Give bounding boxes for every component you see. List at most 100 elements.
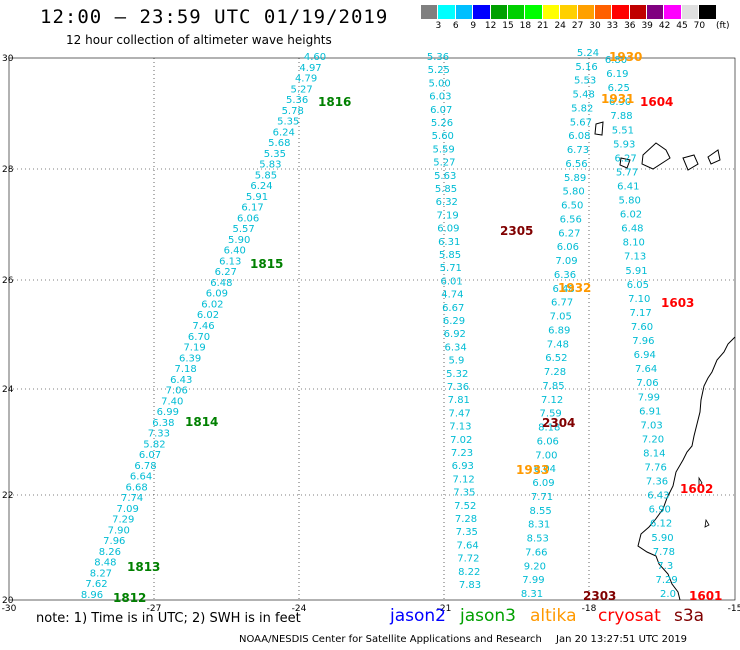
wave-height-value: 6.36 [554,270,576,281]
pass-time-label: 1813 [127,560,160,574]
wave-height-value: 7.60 [631,322,653,333]
timestamp: Jan 20 13:27:51 UTC 2019 [556,634,688,645]
coastline [698,476,703,487]
wave-height-value: 6.50 [561,201,583,212]
wave-height-value: 7.64 [456,540,478,551]
wave-height-value: 7.99 [638,392,660,403]
wave-height-value: 7.06 [166,386,188,397]
wave-height-value: 8.14 [643,448,665,459]
wave-height-value: 6.91 [639,406,661,417]
lon-tick-label: -30 [2,604,17,614]
color-legend-tick: 33 [606,21,619,31]
lat-tick-label: 26 [2,276,14,286]
wave-height-value: 5.27 [290,84,312,95]
color-swatch [525,5,543,19]
island-tenerife [641,142,671,170]
wave-height-value: 7.29 [655,575,677,586]
wave-height-value: 4.79 [295,74,317,85]
color-legend-tick: 3 [435,21,442,31]
wave-height-value: 6.01 [440,276,462,287]
wave-height-value: 6.93 [452,461,474,472]
wave-height-value: 7.13 [624,252,646,263]
color-legend-tick: 24 [554,21,566,31]
wave-height-value: 6.56 [560,214,582,225]
wave-height-value: 7.81 [448,395,470,406]
wave-height-value: 5.90 [651,533,673,544]
wave-height-value: 6.38 [152,418,174,429]
pass-time-label: 2305 [500,224,533,238]
wave-height-value: 5.26 [431,118,453,129]
wave-height-value: 6.78 [134,461,156,472]
wave-height-value: 6.32 [436,197,458,208]
wave-height-value: 7.64 [635,364,657,375]
wave-height-value: 7.85 [542,381,564,392]
color-legend-tick: 70 [693,21,706,31]
wave-height-value: 6.31 [438,237,460,248]
wave-height-value: 5.80 [619,196,641,207]
wave-height-value: 6.27 [215,267,237,278]
legend-jason3: jason3 [460,606,516,626]
wave-height-value: 7.12 [452,474,474,485]
color-swatch [647,5,665,19]
wave-height-value: 5.35 [264,149,286,160]
wave-height-value: 5.48 [573,90,595,101]
color-swatch [577,5,595,19]
wave-height-value: 6.40 [224,246,246,257]
color-legend-tick: 30 [589,21,601,31]
lon-tick-label: -27 [147,604,162,614]
wave-height-value: 7.09 [555,256,577,267]
pass-time-label: 1933 [516,463,549,477]
wave-height-value: 7.28 [544,367,566,378]
wave-height-value: 5.78 [282,106,304,117]
wave-height-value: 6.02 [197,310,219,321]
wave-height-value: 7.35 [453,488,475,499]
wave-height-value: 8.53 [527,534,549,545]
wave-height-value: 8.27 [90,568,112,579]
color-swatch [699,5,717,19]
wave-height-value: 7.48 [547,339,569,350]
wave-height-value: 5.32 [446,369,468,380]
lon-tick-label: -21 [437,604,452,614]
wave-height-value: 6.48 [552,284,574,295]
wave-height-value: 7.23 [451,448,473,459]
wave-height-value: 8.10 [623,238,645,249]
wave-height-value: 7.62 [85,579,107,590]
wave-height-value: 7.52 [454,501,476,512]
island-gran-canaria [682,154,699,171]
lon-tick-label: -24 [292,604,307,614]
wave-height-value: 5.82 [571,103,593,114]
wave-height-value: 5.80 [563,187,585,198]
wave-height-value: 7.20 [642,434,664,445]
wave-height-value: 6.09 [437,224,459,235]
wave-height-value: 6.04 [534,464,556,475]
wave-height-value: 6.34 [444,342,466,353]
color-legend-tick: 21 [537,21,549,31]
wave-height-value: 6.05 [627,280,649,291]
color-swatch [612,5,630,19]
wave-height-value: 7.35 [456,527,478,538]
wave-height-value: 7.66 [525,547,547,558]
wave-height-value: 5.85 [435,184,457,195]
wave-height-value: 5.77 [616,167,638,178]
lat-tick-label: 28 [2,165,14,175]
pass-time-label: 2304 [542,416,575,430]
lat-tick-label: 30 [2,54,14,64]
coastline [637,336,736,601]
wave-height-value: 5.9 [448,356,464,367]
wave-height-value: 6.80 [605,55,627,66]
wave-height-value: 8.22 [458,567,480,578]
wave-height-value: 6.06 [537,436,559,447]
pass-time-label: 1931 [601,92,634,106]
color-swatch [664,5,682,19]
wave-height-value: 6.73 [567,145,589,156]
color-legend-tick: 39 [641,21,653,31]
wave-height-value: 6.67 [442,303,464,314]
wave-height-value: 6.13 [219,256,241,267]
wave-height-value: 7.36 [447,382,469,393]
wave-height-value: 7.88 [610,111,632,122]
wave-height-value: 7.96 [632,336,654,347]
color-legend-tick: 15 [502,21,514,31]
wave-height-value: 8.96 [81,590,103,601]
map-frame [8,57,736,601]
wave-height-value: 6.70 [188,332,210,343]
